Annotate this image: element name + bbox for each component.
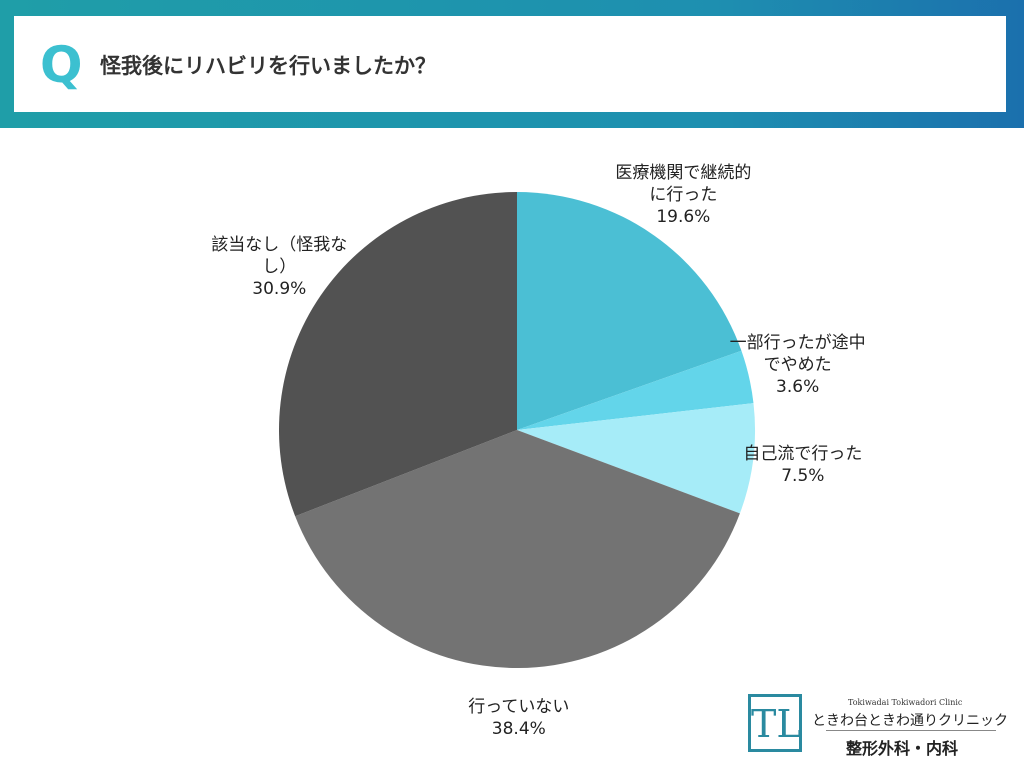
slice-label: 行っていない 38.4%	[449, 696, 589, 740]
value-label: 7.5%	[781, 466, 825, 487]
category-label: 一部行ったが途中でやめた	[729, 333, 866, 376]
category-label: 医療機関で継続的に行った	[615, 162, 752, 205]
slice-label: 医療機関で継続的に行った 19.6%	[613, 162, 753, 228]
pie-slice	[278, 192, 517, 517]
header-box: Q 怪我後にリハビリを行いましたか？	[14, 16, 1006, 112]
pie-slice	[517, 350, 754, 430]
slice-label: 自己流で行った 7.5%	[733, 443, 873, 487]
header-band: Q 怪我後にリハビリを行いましたか？	[0, 0, 1024, 128]
value-label: 38.4%	[491, 718, 546, 739]
logo-rule	[826, 730, 996, 731]
logo-romaji: Tokiwadai Tokiwadori Clinic	[848, 698, 963, 707]
logo-name: ときわ台ときわ通りクリニック	[812, 713, 1008, 729]
logo-departments: 整形外科・内科	[846, 739, 959, 758]
pie-slice	[517, 403, 755, 514]
question-mark: Q	[40, 36, 83, 94]
category-label: 該当なし（怪我なし）	[211, 235, 348, 278]
value-label: 19.6%	[656, 206, 711, 227]
pie-slice	[517, 192, 742, 430]
logo: TL Tokiwadai Tokiwadori Clinic ときわ台ときわ通り…	[748, 694, 1018, 764]
category-label: 行っていない	[468, 696, 570, 717]
value-label: 3.6%	[776, 377, 820, 398]
question-text: 怪我後にリハビリを行いましたか？	[100, 54, 436, 78]
category-label: 自己流で行った	[743, 444, 863, 465]
slice-label: 一部行ったが途中でやめた 3.6%	[728, 332, 868, 398]
slice-label: 該当なし（怪我なし） 30.9%	[209, 234, 349, 300]
pie-slice	[295, 430, 740, 668]
logo-mark: TL	[748, 694, 802, 752]
value-label: 30.9%	[252, 279, 307, 300]
